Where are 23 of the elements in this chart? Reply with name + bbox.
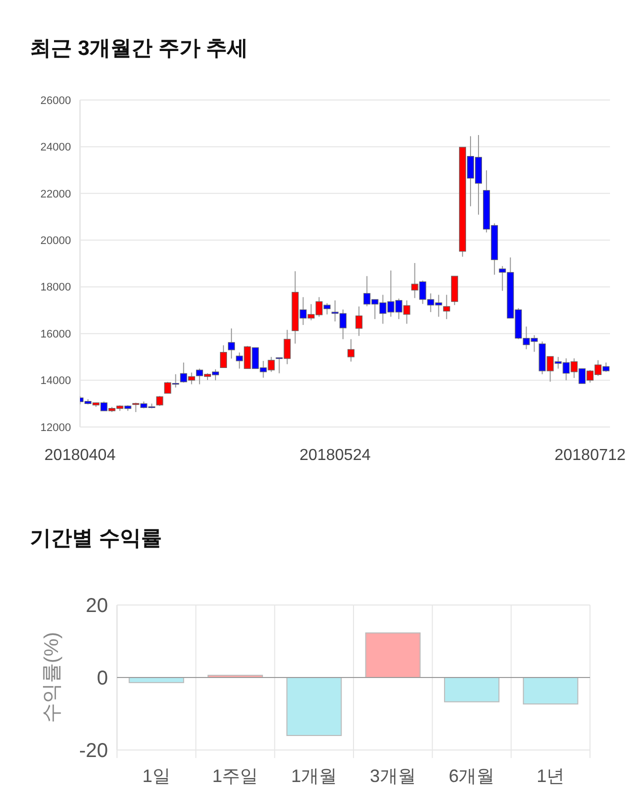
xtick: 1년: [536, 766, 565, 786]
ytick: 16000: [40, 328, 71, 340]
xtick: 6개월: [448, 766, 495, 786]
ytick: 20000: [40, 235, 71, 247]
xtick: 20180712: [554, 447, 626, 464]
ytick: 20: [86, 595, 108, 617]
ytick: 22000: [40, 188, 71, 200]
xtick: 1주일: [212, 766, 258, 786]
xtick: 3개월: [370, 766, 416, 786]
xtick: 20180524: [299, 447, 371, 464]
title: 최근 3개월간 주가 추세: [30, 37, 248, 60]
ytick: 18000: [40, 282, 71, 294]
ytick: -20: [79, 740, 108, 762]
ylabel: 수익률(%): [41, 632, 63, 724]
xtick: 20180404: [44, 447, 116, 464]
ytick: 24000: [40, 142, 71, 154]
xtick: 1일: [142, 766, 170, 786]
ytick: 14000: [40, 375, 71, 388]
ytick: 26000: [40, 94, 71, 107]
xtick: 1개월: [291, 766, 338, 786]
ytick: 12000: [40, 422, 71, 434]
title: 기간별 수익률: [30, 527, 162, 550]
ytick: 0: [96, 668, 108, 690]
